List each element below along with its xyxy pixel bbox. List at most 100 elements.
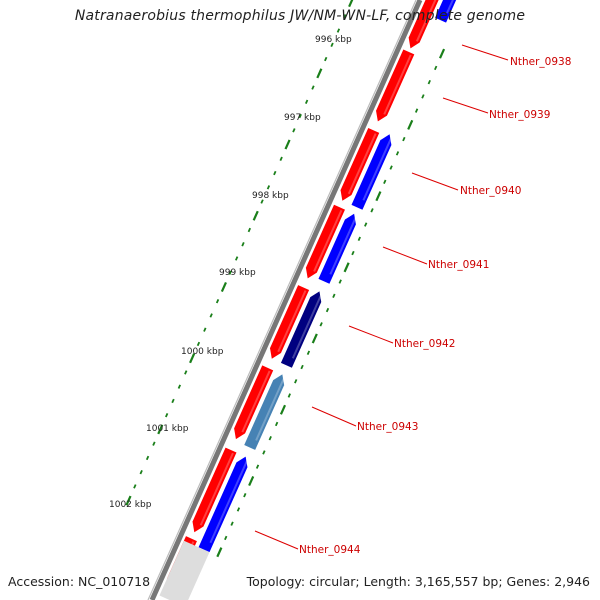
inner-tick-minor [262,450,266,455]
forward-strand-genes [167,0,448,589]
reverse-gene-2-body[interactable] [351,134,392,210]
inner-tick-major [407,119,414,130]
scale-tick-major [316,68,323,79]
reverse-gene-1-highlight [446,0,454,14]
scale-tick-minor [215,299,220,304]
scale-tick-major [189,353,196,364]
scale-tick-minor [336,28,341,33]
leader-line [382,246,428,265]
scale-tick-minor [260,199,264,204]
reverse-gene-5-body[interactable] [244,374,285,450]
inner-tick-minor [357,236,361,242]
scale-label-996: 996 kbp [315,35,352,45]
leader-line [254,530,299,550]
forward-gene-6[interactable] [234,365,274,440]
forward-gene-5[interactable] [269,285,310,359]
inner-tick-major [375,191,382,202]
reverse-gene-4[interactable] [280,291,323,368]
gene-label-nther-0944[interactable]: Nther_0944 [299,544,361,556]
inner-tick-minor [434,65,438,71]
scale-tick-minor [343,14,347,19]
scale-labels: 996 kbp 997 kbp 998 kbp 999 kbp 1000 kbp… [109,35,352,510]
inner-tick-minor [389,165,393,170]
reverse-gene-5[interactable] [244,374,286,450]
gene-label-nther-0939[interactable]: Nther_0939 [489,109,550,121]
leader-line [311,406,357,427]
inner-tick-minor [274,421,279,427]
scale-label-1002: 1002 kbp [109,500,152,510]
inner-tick-minor [306,350,311,355]
scale-tick-minor [330,42,334,48]
forward-gene-7-body[interactable] [192,447,237,533]
scale-tick-minor [304,99,309,105]
reverse-gene-5-highlight [255,377,286,441]
forward-gene-7-highlight [199,452,234,526]
reverse-gene-3[interactable] [318,213,357,284]
inner-tick-minor [427,79,431,85]
inner-tick-minor [300,364,304,370]
inner-tick-major [248,475,255,486]
scale-label-997: 997 kbp [284,113,321,123]
inner-tick-minor [414,108,419,113]
scale-tick-minor [171,398,175,404]
scale-label-999: 999 kbp [219,268,256,278]
reverse-gene-6[interactable] [198,456,249,553]
scale-tick-minor [139,469,143,475]
inner-tick-minor [230,521,234,526]
reverse-gene-3-highlight [329,216,357,275]
reverse-strand-genes [159,0,460,600]
scale-tick-minor [273,170,277,176]
gene-label-nther-0943[interactable]: Nther_0943 [357,421,418,433]
scale-tick-minor [298,113,302,119]
inner-tick-minor [268,436,272,441]
scale-tick-minor [241,242,245,247]
forward-gene-2-body[interactable] [376,49,415,122]
reverse-gene-1[interactable] [435,0,460,23]
leader-line [461,44,509,61]
inner-tick-minor [243,493,247,498]
inner-tick-minor [294,379,298,384]
inner-tick-major [311,333,318,344]
leader-line [348,325,394,344]
gene-label-nther-0942[interactable]: Nther_0942 [394,338,455,350]
scale-tick-major [348,0,354,8]
scale-tick-minor [145,455,150,461]
label-leaders [254,44,509,550]
inner-tick-minor [351,250,355,256]
reverse-gene-6-highlight [209,459,249,544]
forward-gene-3-highlight [347,133,377,195]
leader-line [442,97,489,114]
forward-gene-3[interactable] [340,128,380,201]
forward-gene-4-body[interactable] [305,204,345,279]
inner-tick-minor [236,507,241,512]
scale-tick-minor [228,270,232,275]
reverse-gene-2[interactable] [351,134,393,210]
scale-tick-major [220,281,227,292]
reverse-gene-1-body[interactable] [435,0,459,23]
forward-gene-6-body[interactable] [234,365,274,440]
reverse-gene-2-highlight [362,136,393,201]
inner-tick-minor [332,293,336,298]
forward-gene-1[interactable] [408,0,448,49]
scale-tick-minor [152,441,156,446]
reverse-gene-6-body[interactable] [198,456,248,553]
reverse-gene-4-body[interactable] [280,291,322,368]
scale-tick-minor [292,128,296,133]
forward-gene-3-body[interactable] [340,128,380,201]
gene-label-nther-0938[interactable]: Nther_0938 [510,56,571,68]
gene-label-nther-0940[interactable]: Nther_0940 [460,185,521,197]
forward-gene-4[interactable] [305,204,345,279]
scale-tick-minor [184,370,188,375]
reverse-gene-3-body[interactable] [318,213,356,284]
forward-gene-1-highlight [415,0,437,42]
forward-gene-1-body[interactable] [408,0,448,49]
forward-gene-5-body[interactable] [269,285,310,359]
forward-gene-7[interactable] [192,447,237,533]
inner-tick-minor [224,535,228,541]
reverse-gene-4-highlight [291,293,323,359]
forward-gene-2[interactable] [376,49,415,122]
gene-label-nther-0941[interactable]: Nther_0941 [428,259,489,271]
map-title: Natranaerobius thermophilus JW/NM-WN-LF,… [74,8,526,24]
forward-gene-2-highlight [383,54,412,115]
